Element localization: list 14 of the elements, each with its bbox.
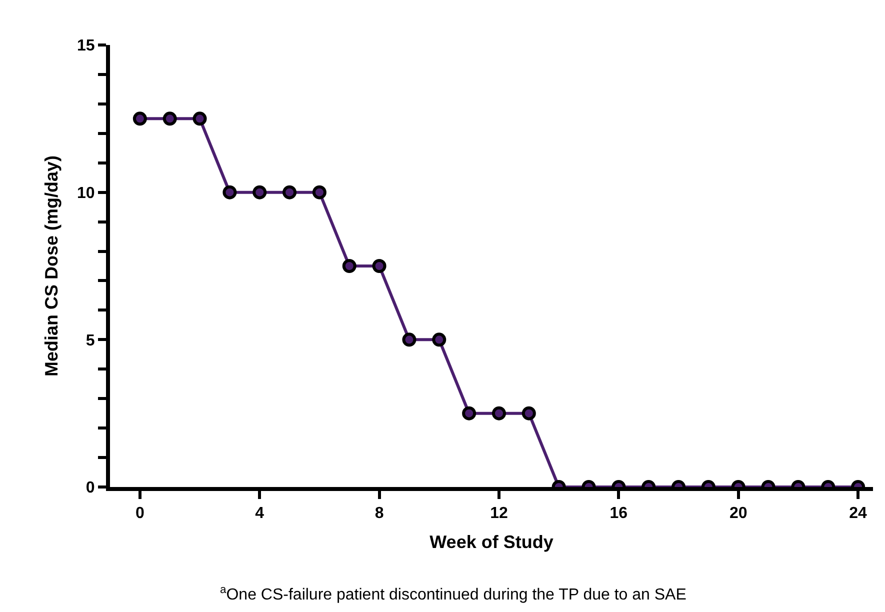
x-tick-label: 4 — [255, 505, 264, 522]
y-tick-label: 5 — [86, 332, 95, 350]
x-axis-title: Week of Study — [430, 532, 554, 552]
y-axis-title: Median CS Dose (mg/day) — [42, 155, 62, 377]
x-tick-label: 24 — [849, 505, 868, 522]
y-tick-label: 0 — [86, 480, 95, 497]
y-tick-label: 15 — [77, 38, 95, 55]
x-tick-label: 20 — [729, 505, 748, 522]
x-tick-label: 8 — [374, 505, 384, 522]
y-tick-label: 10 — [77, 184, 95, 202]
text: $^{a}$One CS-failure patient discontinued during the TP due to an SAE — [220, 584, 686, 604]
x-tick-label: 16 — [610, 505, 628, 522]
x-tick-label: 0 — [135, 505, 144, 522]
x-tick-label: 12 — [490, 505, 508, 522]
